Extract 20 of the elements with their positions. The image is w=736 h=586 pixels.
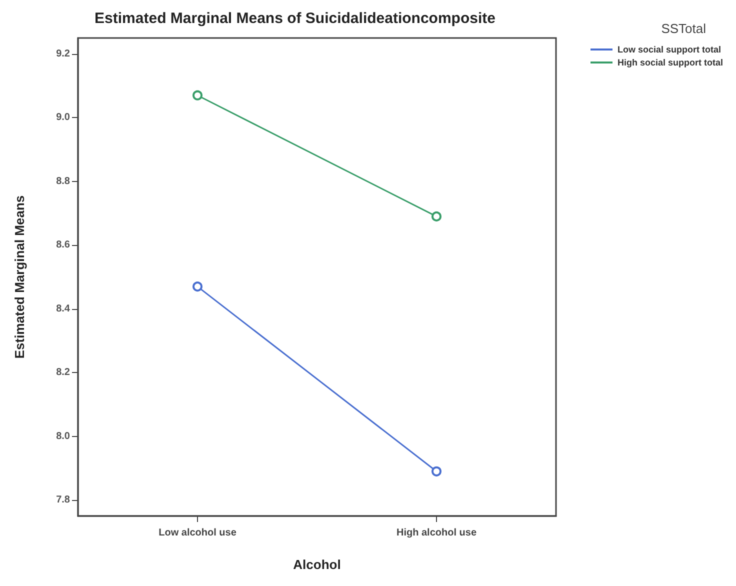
y-tick-label: 9.0: [56, 112, 70, 124]
x-tick-label: Low alcohol use: [158, 528, 237, 538]
x-axis-title: Alcohol: [293, 557, 341, 572]
legend-label: High social support total: [617, 58, 724, 68]
chart-title: Estimated Marginal Means of Suicidalideationcomposite: [94, 10, 496, 27]
point: [432, 466, 442, 476]
y-tick-label: 8.0: [56, 430, 70, 442]
y-tick-label: 7.8: [56, 494, 70, 506]
y-tick-label: 9.2: [56, 48, 70, 60]
y-tick-label: 8.6: [56, 240, 70, 251]
point: [192, 282, 202, 292]
point: [432, 211, 442, 222]
y-axis-title: Estimated Marginal Means: [12, 195, 27, 359]
legend-label: Low social support total: [617, 44, 722, 54]
x-tick-label: High alcohol use: [396, 528, 477, 538]
y-tick-label: 8.8: [56, 176, 70, 187]
y-tick-label: 8.4: [56, 303, 70, 314]
y-tick-label: 8.2: [56, 367, 70, 378]
point: [192, 90, 202, 100]
legend-title: SSTotal: [661, 21, 706, 36]
